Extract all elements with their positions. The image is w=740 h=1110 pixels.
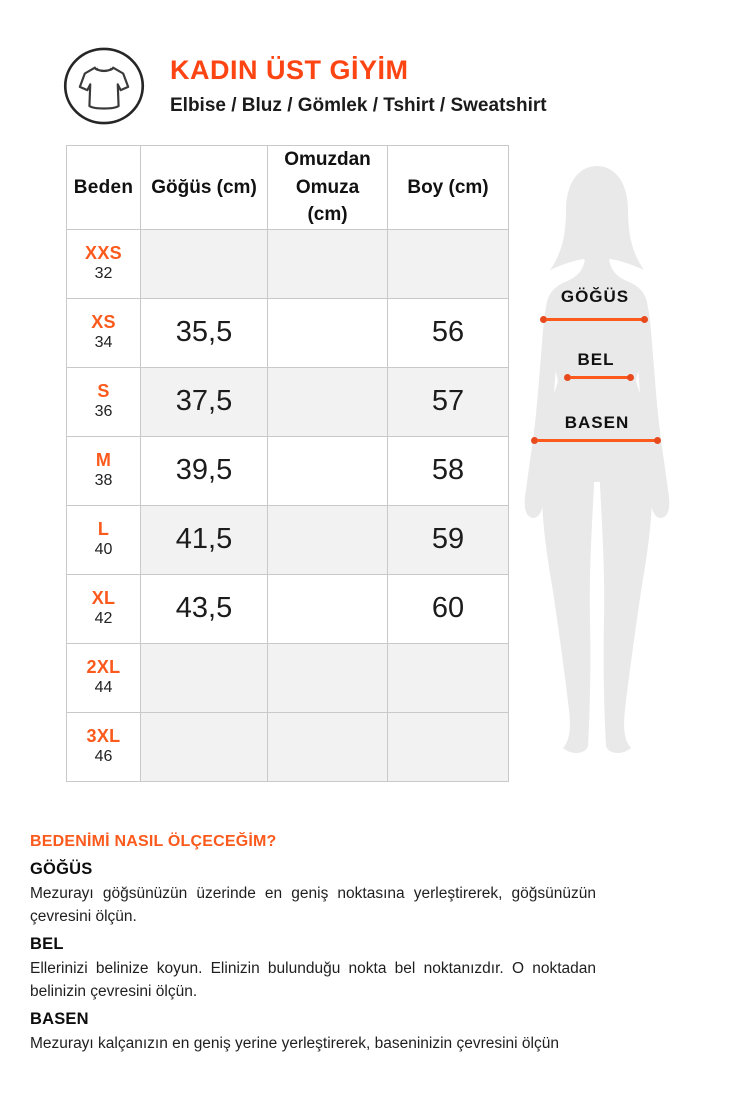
size-label: XXS [85,243,122,264]
guide-section-title-basen: BASEN [30,1010,89,1028]
size-cell: L 40 [66,504,141,575]
omuz-value [267,366,388,437]
gogus-value: 35,5 [140,297,268,368]
omuz-value [267,711,388,782]
guide-section-text-bel: Ellerinizi belinize koyun. Elinizin bulu… [30,960,596,1000]
page-title: KADIN ÜST GİYİM [170,55,409,85]
size-cell: XS 34 [66,297,141,368]
basen-measure-line [531,437,661,444]
boy-value [387,642,509,713]
boy-value: 60 [387,573,509,644]
table-row: XXS 32 [66,228,509,299]
gogus-value [140,228,268,299]
size-label: XL [91,588,116,609]
table-row: L 40 41,5 59 [66,504,509,575]
page-subtitle: Elbise / Bluz / Gömlek / Tshirt / Sweats… [170,95,547,116]
bel-measure-line [564,374,634,381]
bel-measure-label: BEL [577,350,615,369]
boy-value: 58 [387,435,509,506]
line-dot [627,374,634,381]
guide-section-title-gogus: GÖĞÜS [30,860,93,878]
size-label: M [95,450,112,471]
boy-value: 57 [387,366,509,437]
table-row: 3XL 46 [66,711,509,782]
size-cell: S 36 [66,366,141,437]
line-dot [641,316,648,323]
line-bar [570,376,628,379]
size-eu: 40 [94,541,113,559]
size-eu: 38 [94,472,113,490]
table-header-row: Beden Göğüs (cm) Omuzdan Omuza (cm) Boy … [66,145,509,230]
gogus-value: 37,5 [140,366,268,437]
boy-value: 56 [387,297,509,368]
column-header-beden: Beden [66,145,141,230]
size-table: Beden Göğüs (cm) Omuzdan Omuza (cm) Boy … [66,145,509,782]
gogus-measure-line [540,316,648,323]
tshirt-icon [62,46,146,126]
line-dot [654,437,661,444]
gogus-value [140,642,268,713]
size-cell: XXS 32 [66,228,141,299]
size-cell: XL 42 [66,573,141,644]
line-dot [531,437,538,444]
size-cell: 3XL 46 [66,711,141,782]
measuring-guide: BEDENİMİ NASIL ÖLÇECEĞİM? GÖĞÜS Mezurayı… [30,833,596,1055]
omuz-value [267,228,388,299]
column-header-gogus: Göğüs (cm) [140,145,268,230]
basen-measure-label: BASEN [564,413,630,432]
gogus-value [140,711,268,782]
size-label: S [97,381,110,402]
table-row: XS 34 35,5 56 [66,297,509,368]
column-header-boy: Boy (cm) [387,145,509,230]
size-eu: 32 [94,265,113,283]
line-bar [546,318,642,321]
size-cell: 2XL 44 [66,642,141,713]
header-titles: KADIN ÜST GİYİM Elbise / Bluz / Gömlek /… [170,55,547,117]
table-row: S 36 37,5 57 [66,366,509,437]
size-eu: 34 [94,334,113,352]
table-row: 2XL 44 [66,642,509,713]
gogus-value: 39,5 [140,435,268,506]
size-label: L [97,519,110,540]
omuz-value [267,297,388,368]
omuz-value [267,504,388,575]
guide-heading: BEDENİMİ NASIL ÖLÇECEĞİM? [30,833,277,850]
line-dot [564,374,571,381]
table-row: XL 42 43,5 60 [66,573,509,644]
size-eu: 36 [94,403,113,421]
boy-value: 59 [387,504,509,575]
female-body-silhouette [524,166,670,754]
size-label: 2XL [86,657,121,678]
guide-section-title-bel: BEL [30,935,64,953]
omuz-value [267,573,388,644]
size-eu: 46 [94,748,113,766]
line-dot [540,316,547,323]
gogus-value: 41,5 [140,504,268,575]
line-bar [537,439,655,442]
column-header-omuz: Omuzdan Omuza (cm) [267,145,388,230]
boy-value [387,711,509,782]
size-eu: 44 [94,679,113,697]
gogus-measure-label: GÖĞÜS [560,287,630,306]
header: KADIN ÜST GİYİM Elbise / Bluz / Gömlek /… [62,46,547,126]
size-label: XS [91,312,116,333]
size-label: 3XL [86,726,121,747]
size-eu: 42 [94,610,113,628]
omuz-value [267,435,388,506]
gogus-value: 43,5 [140,573,268,644]
guide-section-text-basen: Mezurayı kalçanızın en geniş yerine yerl… [30,1035,559,1052]
size-cell: M 38 [66,435,141,506]
guide-section-text-gogus: Mezurayı göğsünüzün üzerinde en geniş no… [30,885,596,925]
omuz-value [267,642,388,713]
table-row: M 38 39,5 58 [66,435,509,506]
boy-value [387,228,509,299]
